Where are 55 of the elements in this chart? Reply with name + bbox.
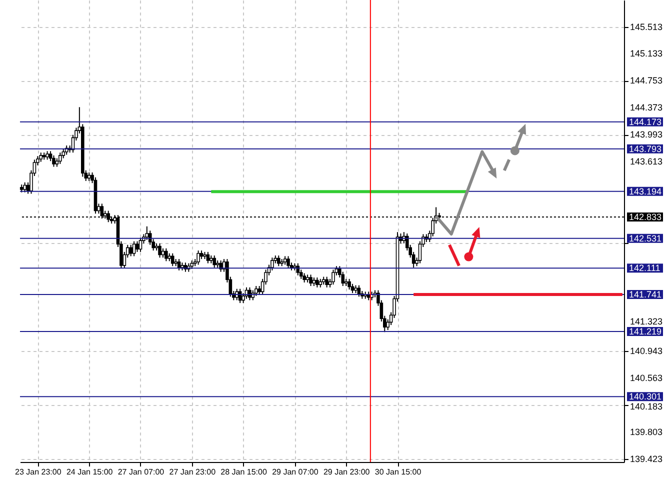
candlestick — [129, 244, 132, 257]
y-tick-label: 139.423 — [630, 454, 663, 464]
x-tick-label: 27 Jan 23:00 — [169, 468, 216, 476]
candlestick — [302, 272, 306, 283]
y-tick-label: 140.183 — [630, 402, 663, 412]
ref-line-label: 142.531 — [629, 233, 662, 244]
ref-line-label: 142.111 — [629, 263, 660, 274]
candlestick — [254, 286, 258, 296]
candlestick — [164, 248, 168, 262]
y-tick-label: 145.133 — [630, 48, 663, 59]
candlestick — [276, 254, 280, 267]
candlestick — [138, 237, 142, 252]
y-tick-label: 144.373 — [630, 102, 663, 113]
candlestick — [52, 154, 56, 168]
candlestick — [132, 240, 136, 257]
y-tick-label: 143.993 — [630, 130, 663, 140]
ref-line-label: 140.301 — [629, 392, 662, 402]
candlestick — [316, 276, 319, 288]
candlestick — [23, 182, 26, 193]
candlestick — [325, 276, 328, 288]
candlestick — [136, 240, 139, 252]
y-tick-label: 145.513 — [630, 22, 663, 32]
x-tick-label: 30 Jan 15:00 — [374, 468, 422, 476]
y-tick-label: 144.753 — [630, 76, 663, 86]
ref-line-label: 143.793 — [629, 144, 662, 154]
candlestick — [196, 250, 200, 266]
candlestick — [212, 254, 216, 268]
y-tick-label: 141.323 — [630, 316, 663, 326]
candlestick — [332, 269, 335, 286]
x-tick-label: 28 Jan 15:00 — [220, 468, 268, 476]
y-tick-label: 140.943 — [630, 346, 663, 356]
candlestick — [145, 226, 149, 240]
x-tick-label: 23 Jan 23:00 — [15, 468, 62, 476]
x-tick-label: 24 Jan 15:00 — [66, 468, 114, 476]
candlestick — [309, 274, 312, 286]
candlestick — [158, 242, 162, 258]
candlestick — [206, 251, 210, 264]
y-tick-label: 140.563 — [630, 373, 663, 384]
ref-line-label: 142.833 — [629, 212, 662, 222]
candlestick — [357, 284, 361, 298]
candlestick — [248, 286, 252, 301]
candlestick — [39, 152, 43, 162]
x-tick-label: 29 Jan 23:00 — [323, 468, 370, 476]
ref-line-label: 144.173 — [629, 116, 662, 127]
y-tick-label: 143.613 — [630, 156, 663, 167]
ref-line-label: 141.741 — [629, 289, 662, 300]
ref-line-label: 141.219 — [629, 326, 662, 336]
candlestick — [286, 256, 290, 269]
y-tick-label: 139.803 — [630, 426, 663, 437]
ref-line-label: 143.194 — [629, 186, 662, 196]
candlestick — [58, 152, 62, 164]
x-tick-label: 29 Jan 07:00 — [272, 468, 319, 476]
x-tick-label: 27 Jan 07:00 — [118, 468, 165, 476]
candlestick — [348, 278, 351, 290]
candlestick — [170, 252, 174, 267]
